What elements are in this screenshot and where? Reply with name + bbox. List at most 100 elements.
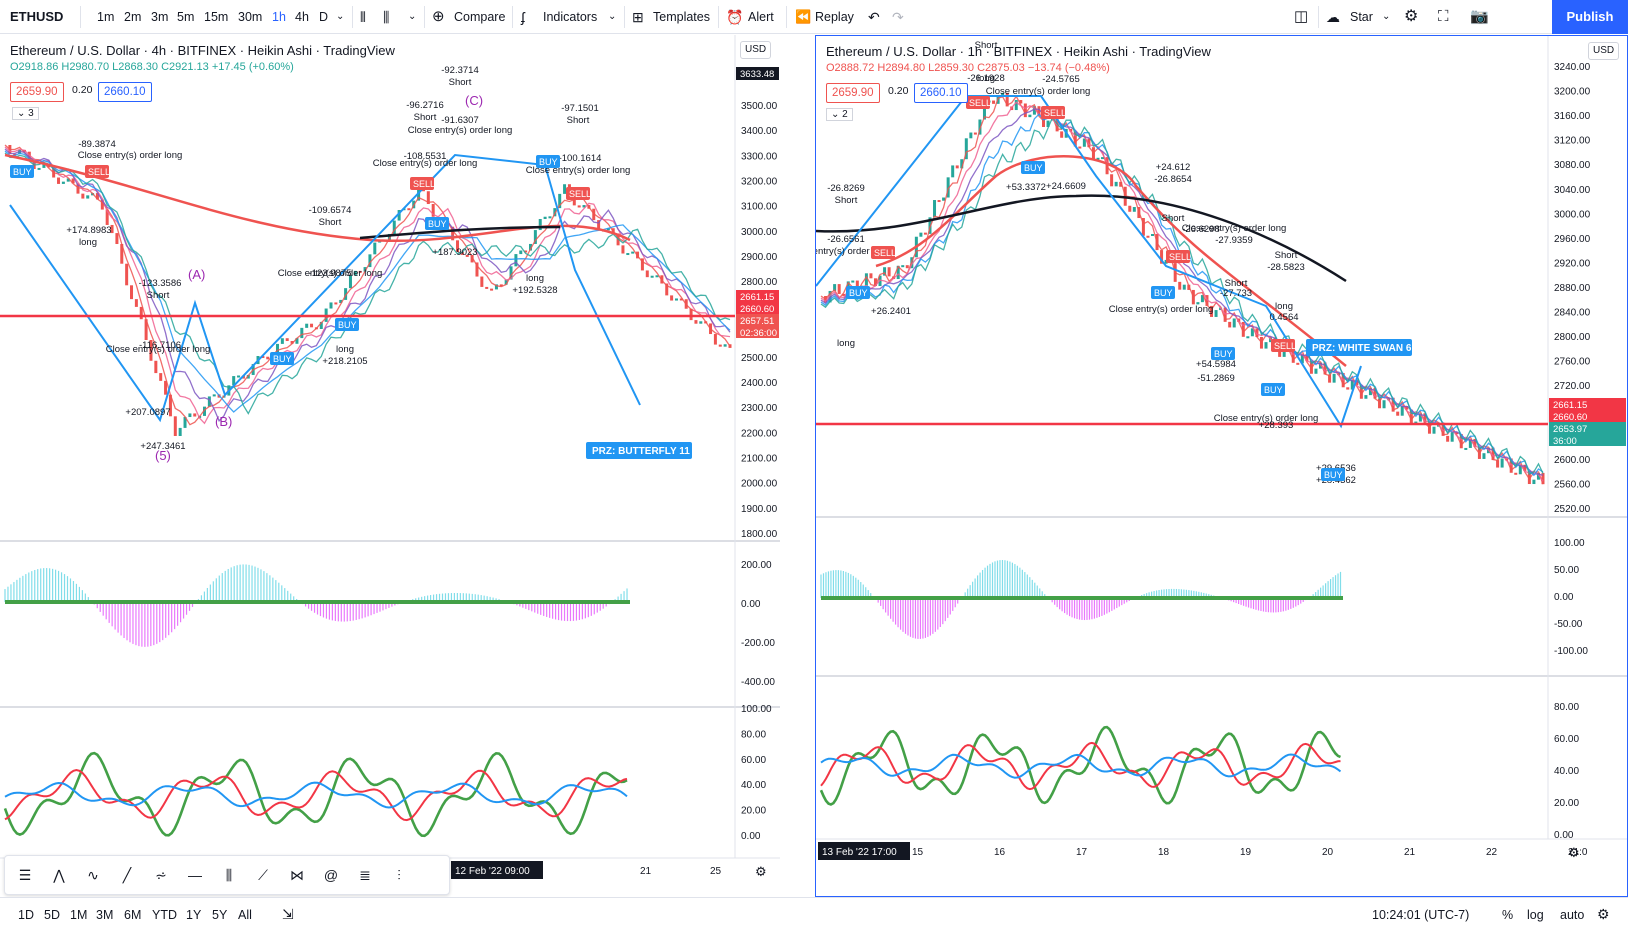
candle (1210, 305, 1214, 317)
price-tick-label: 3120.00 (1554, 136, 1591, 147)
ruler-icon[interactable]: ⫶ (397, 867, 401, 883)
clock-timezone[interactable]: 10:24:01 (UTC-7) (1372, 908, 1470, 922)
templates-icon[interactable]: ⊞ (632, 9, 644, 25)
range-all[interactable]: All (238, 908, 252, 922)
trend-line-icon[interactable]: ╱ (122, 867, 132, 883)
candle (650, 275, 654, 278)
range-ytd[interactable]: YTD (152, 908, 177, 922)
ray-icon[interactable]: ⟋ (258, 867, 268, 883)
settings-icon[interactable]: ⚙ (1597, 906, 1610, 922)
range-5d[interactable]: 5D (44, 908, 60, 922)
chevron-down-icon[interactable]: ⌄ (608, 11, 617, 22)
layout-icon[interactable]: ◫ (1294, 8, 1309, 25)
chart-canvas-left[interactable]: 3500.003400.003300.003200.003100.003000.… (0, 35, 780, 897)
candles-icon[interactable]: ⫼ (383, 9, 390, 25)
cloud-icon[interactable]: ☁ (1326, 9, 1340, 25)
redo-icon[interactable]: ↷ (892, 9, 904, 25)
signal-marker (871, 246, 895, 259)
abcd-pattern-icon[interactable]: ⋀ (53, 867, 65, 883)
timeframe-3m[interactable]: 3m (151, 10, 169, 24)
timeframe-2m[interactable]: 2m (124, 10, 142, 24)
signal-marker (10, 165, 34, 178)
moving-average-line (4, 148, 731, 422)
alert-button[interactable]: Alert (748, 10, 774, 24)
timeframe-4h[interactable]: 4h (295, 10, 309, 24)
rsi-tick-label: 20.00 (741, 806, 766, 817)
indicators-icon[interactable]: ʄ (521, 9, 525, 25)
fullscreen-icon[interactable]: ⛶ (1438, 8, 1449, 25)
crosshair-price-badge (736, 67, 779, 80)
compare-button[interactable]: Compare (454, 10, 506, 24)
sell-price-button[interactable]: 2659.90 (10, 82, 64, 102)
oscillator-tick-label: -400.00 (741, 677, 775, 688)
timeframe-5m[interactable]: 5m (177, 10, 195, 24)
templates-button[interactable]: Templates (653, 10, 710, 24)
fib-icon[interactable]: ≣ (359, 867, 371, 883)
chevron-down-icon[interactable]: ⌄ (336, 11, 345, 22)
range-6m[interactable]: 6M (124, 908, 142, 922)
horizontal-line-icon[interactable]: — (188, 867, 202, 883)
replay-icon[interactable]: ⏪ (795, 9, 812, 24)
chart-pane-right[interactable]: 3240.00 3200.00 3160.00 3120.00 3080.00 3040.… (815, 35, 1628, 897)
currency-select[interactable]: USD (740, 41, 772, 59)
spiral-icon[interactable]: @ (323, 867, 339, 883)
timeframe-30m[interactable]: 30m (238, 10, 263, 24)
vertical-lines-icon[interactable]: ⫼ (225, 867, 233, 883)
chart-pane-left[interactable]: 3500.00 3400.00 3300.00 3200.00 3100.00 3000.… (0, 35, 780, 897)
compare-plus-icon[interactable]: ⊕ (432, 8, 445, 25)
candle (538, 219, 542, 231)
signal-marker-label: BUY (338, 320, 357, 330)
timeframe-d[interactable]: D (319, 10, 329, 24)
replay-button[interactable]: Replay (815, 10, 854, 24)
candle (955, 165, 959, 169)
timeframe-1m[interactable]: 1m (97, 10, 115, 24)
xabcd-pattern-icon[interactable]: ⋈ (290, 867, 304, 883)
timeframe-1h[interactable]: 1h (272, 10, 286, 24)
rsi-tick-label: 60.00 (1554, 734, 1579, 745)
alert-clock-icon[interactable]: ⏰ (726, 9, 744, 25)
candle (533, 230, 537, 244)
range-5y[interactable]: 5Y (212, 908, 228, 922)
range-1m[interactable]: 1M (70, 908, 88, 922)
chevron-down-icon[interactable]: ⌄ (1382, 11, 1391, 22)
chart-canvas-right[interactable]: 3240.00 3200.00 3160.00 3120.00 3080.00 3040.… (816, 36, 1627, 896)
pitchfork-icon[interactable]: ⩫ (155, 867, 167, 883)
elliott-wave-icon[interactable]: ∿ (87, 867, 99, 883)
gear-icon[interactable]: ⚙ (1404, 8, 1419, 25)
currency-select[interactable]: USD (1588, 42, 1620, 60)
timeframe-15m[interactable]: 15m (204, 10, 229, 24)
indicators-button[interactable]: Indicators (543, 10, 598, 24)
percent-toggle[interactable]: % (1502, 908, 1514, 922)
candle (1323, 362, 1327, 375)
candle (543, 216, 547, 220)
menu-icon[interactable]: ☰ (18, 867, 32, 883)
camera-icon[interactable]: 📷 (1470, 8, 1489, 25)
range-3m[interactable]: 3M (96, 908, 114, 922)
buy-price-button[interactable]: 2660.10 (98, 82, 152, 102)
undo-icon[interactable]: ↶ (868, 9, 880, 25)
symbol-search[interactable]: ETHUSD (10, 9, 64, 24)
candle (1450, 432, 1454, 442)
layout-count[interactable]: ⌄ 2 (826, 108, 853, 121)
range-1y[interactable]: 1Y (186, 908, 202, 922)
layout-name[interactable]: Star (1350, 10, 1373, 24)
bar-style-icon[interactable]: ⫴ (360, 9, 366, 25)
candle (1114, 181, 1118, 187)
trade-annotation: +26.2401 (871, 306, 911, 317)
chevron-down-icon[interactable]: ⌄ (408, 11, 417, 22)
layout-count-value: 2 (842, 109, 848, 120)
time-cursor-badge (818, 842, 910, 860)
log-toggle[interactable]: log (1527, 908, 1544, 922)
range-1d[interactable]: 1D (18, 908, 34, 922)
sell-price-button[interactable]: 2659.90 (826, 83, 880, 103)
candle (285, 338, 289, 342)
candle (946, 177, 950, 198)
candle (582, 205, 586, 208)
date-range-icon[interactable]: ⇲ (282, 906, 294, 922)
auto-toggle[interactable]: auto (1560, 908, 1585, 922)
candle (869, 273, 873, 279)
price-badge-label: 2661.15 (1553, 400, 1587, 411)
buy-price-button[interactable]: 2660.10 (914, 83, 968, 103)
publish-button[interactable]: Publish (1552, 0, 1628, 34)
layout-count[interactable]: ⌄ 3 (12, 107, 39, 120)
